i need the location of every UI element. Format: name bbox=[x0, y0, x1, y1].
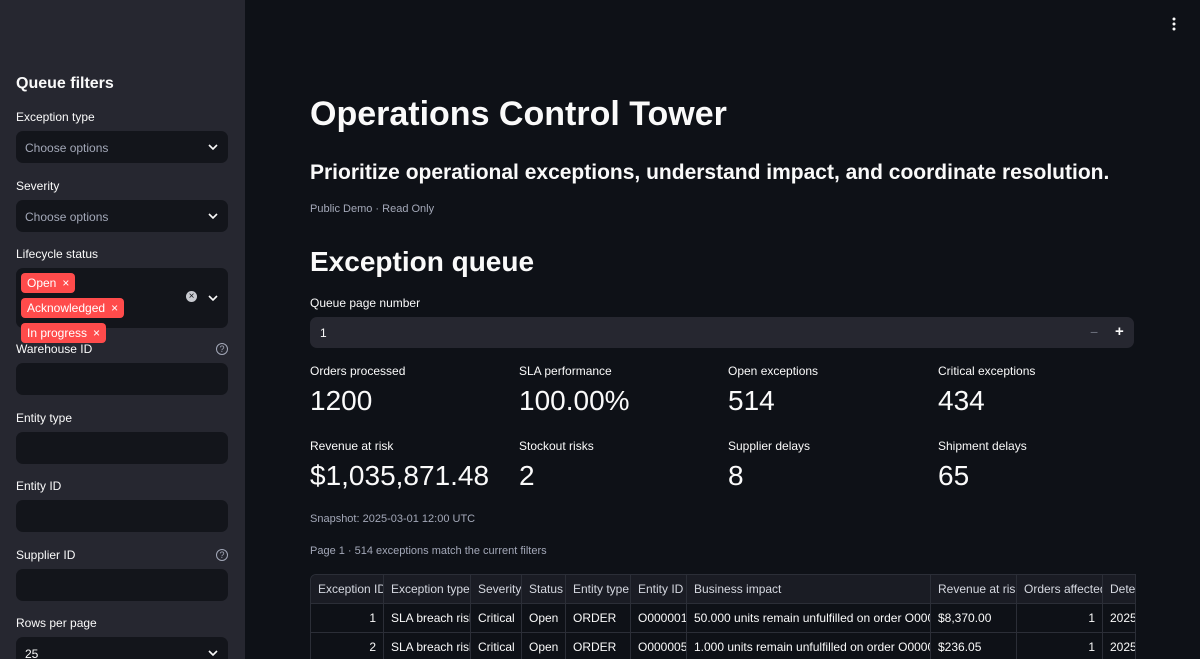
chevron bbox=[208, 144, 218, 150]
metric-value: 8 bbox=[728, 460, 744, 491]
menu-button[interactable] bbox=[1168, 16, 1180, 32]
input[interactable] bbox=[16, 363, 228, 395]
metric-label: Orders processed bbox=[310, 364, 406, 378]
tag[interactable]: Acknowledged × bbox=[21, 298, 125, 318]
metric-value: 2 bbox=[519, 460, 535, 491]
header-cell: Severity bbox=[471, 575, 522, 604]
table-cell: ORDER bbox=[566, 604, 631, 633]
table-cell: Open bbox=[522, 604, 566, 633]
table-cell: $8,370.00 bbox=[931, 604, 1017, 633]
table-cell: SLA breach risk bbox=[384, 604, 471, 633]
help-icon[interactable]: ? bbox=[216, 343, 228, 355]
exception-table: Exception ID 1 2 Exception type SLA breach r… bbox=[310, 574, 1136, 659]
snapshot: Snapshot: 2025-03-01 12:00 UTC bbox=[310, 513, 476, 525]
help-icon[interactable]: ? bbox=[216, 549, 228, 561]
table-cell: Critical bbox=[471, 633, 522, 659]
header-cell: Entity type bbox=[566, 575, 631, 604]
chevron bbox=[208, 213, 218, 219]
page-number-input[interactable]: 1 − + bbox=[310, 317, 1134, 348]
metric-value: $1,035,871.48 bbox=[310, 460, 490, 491]
metric-value: 434 bbox=[938, 385, 985, 416]
clear-button[interactable]: × bbox=[186, 291, 197, 302]
table-cell: 2025- bbox=[1103, 604, 1135, 633]
table-cell: SLA breach risk bbox=[384, 633, 471, 659]
filter-label: Severity bbox=[16, 179, 60, 193]
header-cell: Exception ID bbox=[311, 575, 384, 604]
sidebar: Queue filters Exception type Choose optio… bbox=[0, 0, 245, 659]
filter-label: Entity ID bbox=[16, 479, 62, 493]
sidebar-title: Queue filters bbox=[16, 75, 114, 92]
header-cell: Detec bbox=[1103, 575, 1135, 604]
input-label: Queue page number bbox=[310, 296, 421, 310]
header-cell: Orders affected bbox=[1017, 575, 1103, 604]
header-cell: Entity ID bbox=[631, 575, 687, 604]
metric-value: 100.00% bbox=[519, 385, 630, 416]
input[interactable]: Choose options bbox=[16, 131, 228, 163]
table-cell: O000005 bbox=[631, 633, 687, 659]
page-info: Page 1 · 514 exceptions match the curren… bbox=[310, 545, 547, 557]
metric-label: Supplier delays bbox=[728, 439, 811, 453]
page-title: Operations Control Tower bbox=[310, 95, 727, 133]
chevron bbox=[208, 650, 218, 656]
table-cell: ORDER bbox=[566, 633, 631, 659]
filter-label: Exception type bbox=[16, 110, 95, 124]
multiselect[interactable]: Open × Acknowledged × In progress × × bbox=[16, 268, 228, 343]
tag[interactable]: In progress × bbox=[21, 323, 107, 343]
tag-list: Open × Acknowledged × In progress × bbox=[21, 273, 181, 348]
header-cell: Exception type bbox=[384, 575, 471, 604]
input[interactable] bbox=[16, 569, 228, 601]
header-cell: Business impact bbox=[687, 575, 931, 604]
tag-remove[interactable]: × bbox=[111, 301, 119, 315]
filter-label: Entity type bbox=[16, 411, 73, 425]
table-cell: 50.000 units remain unfulfilled on order… bbox=[687, 604, 931, 633]
metric-label: Critical exceptions bbox=[938, 364, 1036, 378]
table-cell: 1 bbox=[1017, 633, 1103, 659]
caption: Public Demo · Read Only bbox=[310, 203, 435, 215]
tag-remove[interactable]: × bbox=[93, 326, 101, 340]
filter-label: Supplier ID bbox=[16, 548, 76, 562]
table-cell: 1 bbox=[1017, 604, 1103, 633]
filter-label: Rows per page bbox=[16, 616, 97, 630]
increment[interactable]: + bbox=[1115, 323, 1124, 340]
metric-label: Stockout risks bbox=[519, 439, 594, 453]
placeholder: Choose options bbox=[25, 141, 109, 155]
table-cell: O000001 bbox=[631, 604, 687, 633]
tag-text: In progress bbox=[27, 326, 88, 340]
filter-label: Lifecycle status bbox=[16, 247, 99, 261]
decrement[interactable]: − bbox=[1090, 324, 1099, 340]
table-cell: 2 bbox=[311, 633, 384, 659]
table-cell: Critical bbox=[471, 604, 522, 633]
metric-value: 1200 bbox=[310, 385, 373, 416]
tag-text: Open bbox=[27, 276, 57, 290]
table-cell: 1.000 units remain unfulfilled on order … bbox=[687, 633, 931, 659]
input[interactable] bbox=[16, 432, 228, 464]
input[interactable]: 25 bbox=[16, 637, 228, 659]
chevron bbox=[208, 295, 218, 301]
input-value: 1 bbox=[320, 326, 327, 340]
metric-label: SLA performance bbox=[519, 364, 612, 378]
subtitle: Prioritize operational exceptions, under… bbox=[310, 161, 1110, 184]
placeholder: Choose options bbox=[25, 210, 109, 224]
section-title: Exception queue bbox=[310, 246, 535, 277]
header-cell: Status bbox=[522, 575, 566, 604]
table-cell: $236.05 bbox=[931, 633, 1017, 659]
table-cell: Open bbox=[522, 633, 566, 659]
tag[interactable]: Open × bbox=[21, 273, 76, 293]
table-cell: 1 bbox=[311, 604, 384, 633]
filter-label: Warehouse ID bbox=[16, 342, 93, 356]
metric-label: Open exceptions bbox=[728, 364, 819, 378]
input[interactable]: Choose options bbox=[16, 200, 228, 232]
table-cell: 2025- bbox=[1103, 633, 1135, 659]
input[interactable] bbox=[16, 500, 228, 532]
metric-label: Revenue at risk bbox=[310, 439, 394, 453]
metric-value: 514 bbox=[728, 385, 775, 416]
metric-label: Shipment delays bbox=[938, 439, 1027, 453]
tag-remove[interactable]: × bbox=[62, 276, 70, 290]
metric-value: 65 bbox=[938, 460, 970, 491]
header-cell: Revenue at risk bbox=[931, 575, 1017, 604]
select-value: 25 bbox=[25, 647, 39, 659]
tag-text: Acknowledged bbox=[27, 301, 106, 315]
